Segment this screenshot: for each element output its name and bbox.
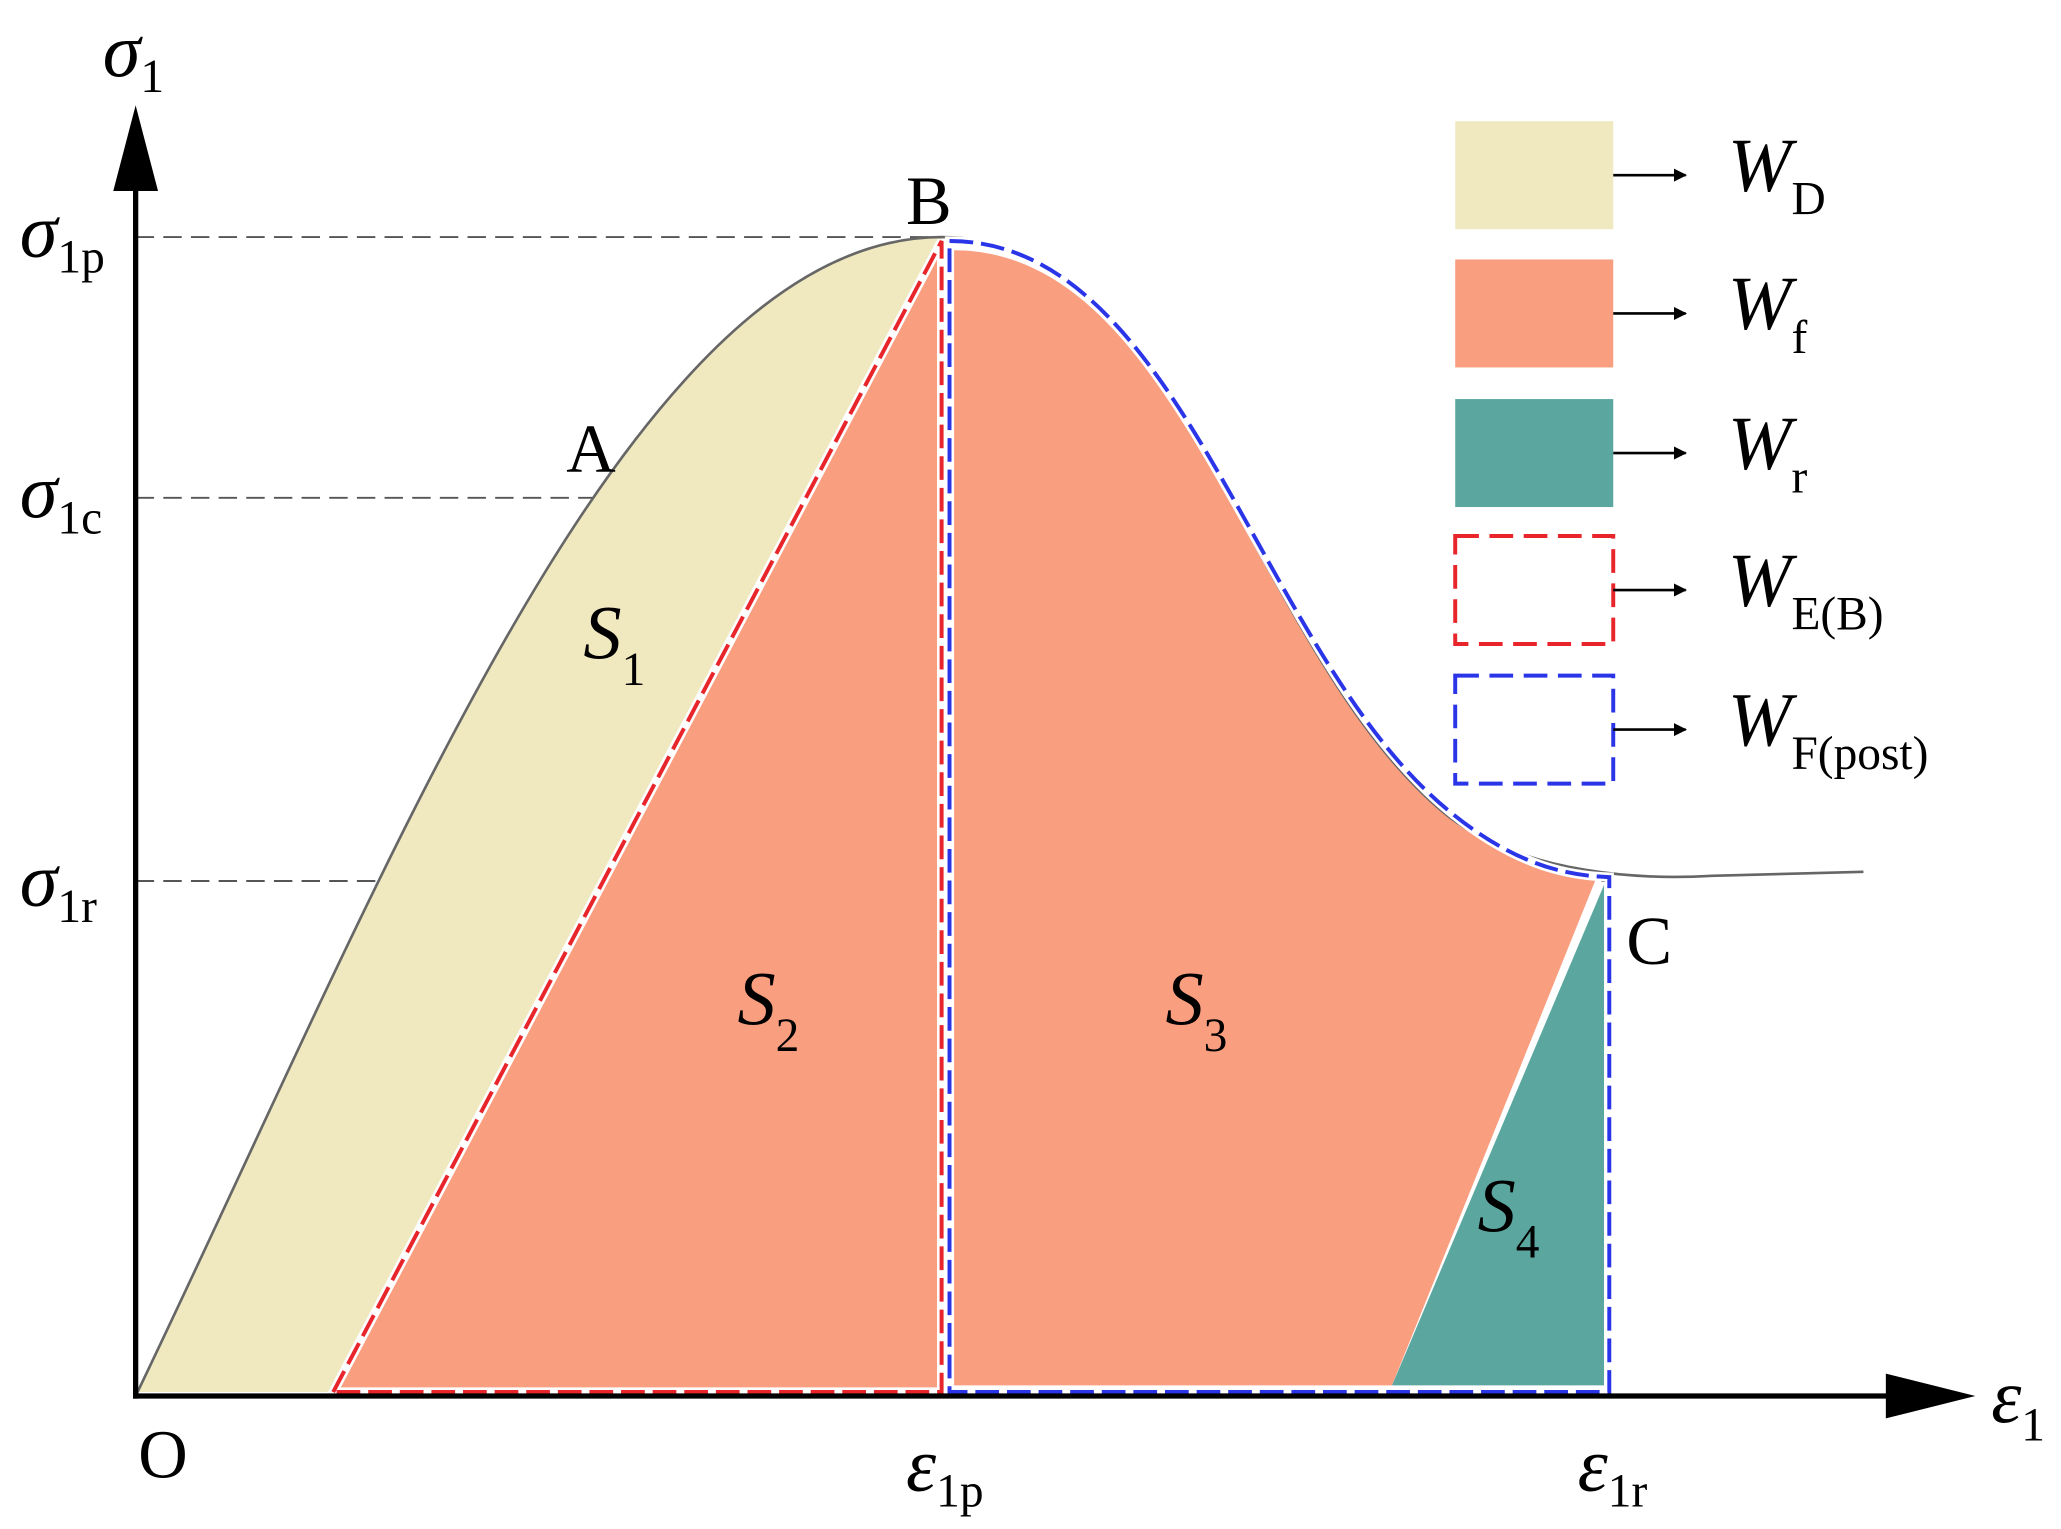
legend-swatch	[1453, 673, 1616, 786]
symbol: σ	[20, 450, 61, 535]
legend-entry: Wr	[1728, 401, 1808, 504]
legend-swatch	[1455, 399, 1614, 508]
subscript: 3	[1204, 1010, 1228, 1062]
outline-eb	[329, 240, 944, 1394]
subscript: 1p	[936, 1466, 983, 1518]
y-tick-label: σ1p	[20, 189, 105, 284]
symbol: ε	[1578, 1423, 1609, 1508]
region-label: S2	[737, 957, 799, 1062]
legend-swatch	[1453, 534, 1616, 646]
region-label: S3	[1165, 957, 1227, 1062]
region-label: S1	[583, 590, 645, 695]
region-s1	[135, 237, 942, 1396]
subscript: r	[1791, 452, 1807, 504]
outline-fpost	[947, 239, 1612, 1394]
legend-entry: WD	[1728, 123, 1826, 226]
subscript: 4	[1516, 1217, 1540, 1269]
point-label: C	[1626, 903, 1672, 979]
symbol: W	[1728, 538, 1798, 623]
subscript: 1p	[57, 232, 104, 284]
legend-label: Wf	[1728, 261, 1808, 364]
subscript: 2	[776, 1010, 800, 1062]
symbol: S	[583, 590, 621, 675]
subscript: D	[1791, 174, 1825, 226]
subscript: 1r	[57, 881, 97, 933]
symbol: W	[1728, 401, 1798, 486]
x-axis-label: ε1	[1991, 1354, 2045, 1451]
legend-entry: WE(B)	[1728, 538, 1884, 641]
subscript: E(B)	[1791, 589, 1883, 641]
symbol: ε	[906, 1423, 937, 1508]
region-label: S4	[1478, 1163, 1540, 1268]
legend-entry: Wf	[1728, 261, 1808, 364]
symbol: S	[1478, 1163, 1516, 1248]
y-axis-label: σ1	[103, 8, 164, 103]
symbol: W	[1728, 123, 1798, 208]
legend-swatch	[1455, 121, 1614, 230]
subscript: 1r	[1608, 1466, 1648, 1518]
y-tick-label: σ1c	[20, 450, 102, 545]
x-arrow	[1885, 1373, 1976, 1419]
subscript: 1	[140, 51, 164, 103]
y-arrow	[113, 105, 159, 191]
symbol: ε	[1991, 1354, 2022, 1439]
subscript: F(post)	[1791, 728, 1928, 780]
subscript: 1c	[57, 492, 102, 544]
point-label: A	[566, 410, 615, 486]
x-tick-label: ε1r	[1578, 1423, 1648, 1518]
region-s3	[953, 250, 1597, 1386]
symbol: σ	[20, 189, 61, 274]
subscript: 1	[2021, 1400, 2045, 1452]
x-tick-label: ε1p	[906, 1423, 984, 1518]
symbol: S	[1165, 957, 1203, 1042]
symbol: σ	[103, 8, 144, 93]
y-tick-label: σ1r	[20, 838, 97, 933]
legend-label: Wr	[1728, 401, 1808, 504]
symbol: W	[1728, 261, 1798, 346]
symbol: W	[1728, 677, 1798, 762]
legend-label: WE(B)	[1728, 538, 1884, 641]
subscript: f	[1791, 312, 1807, 364]
subscript: 1	[622, 644, 646, 696]
legend-swatch	[1455, 259, 1614, 368]
legend-label: WF(post)	[1728, 677, 1929, 780]
legend-label: WD	[1728, 123, 1826, 226]
legend-entry: WF(post)	[1728, 677, 1929, 780]
symbol: σ	[20, 838, 61, 923]
symbol: S	[737, 957, 775, 1042]
point-label: B	[906, 163, 952, 239]
point-label: O	[138, 1417, 187, 1493]
